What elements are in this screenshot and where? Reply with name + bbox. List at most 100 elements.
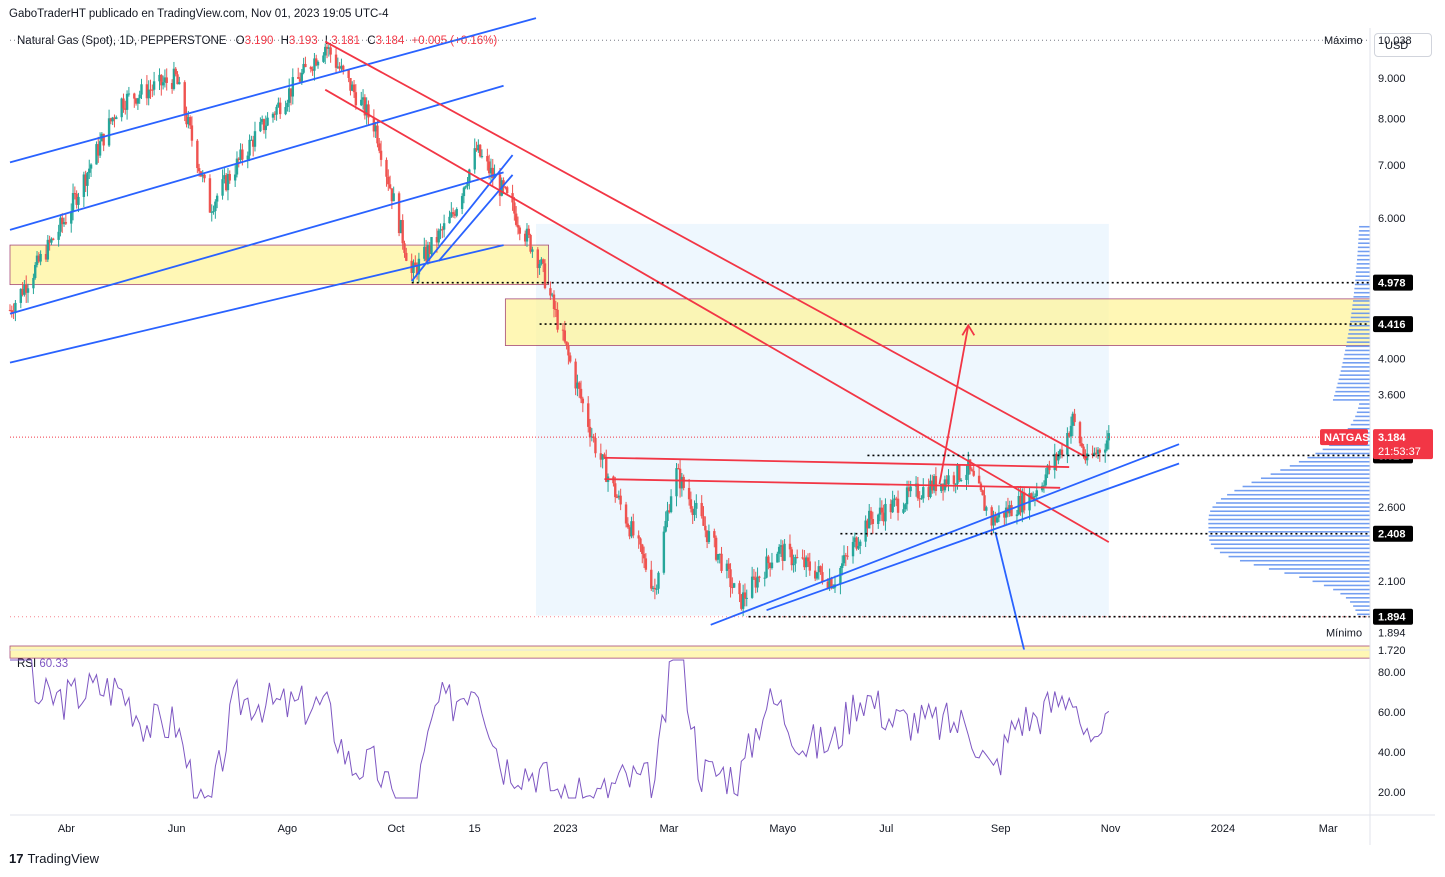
candle-body: [851, 541, 855, 557]
candle-body: [288, 88, 291, 103]
candle-body: [707, 531, 711, 543]
candle-body: [815, 572, 819, 579]
candle-body: [460, 196, 464, 209]
volume-profile-bar: [1342, 362, 1370, 364]
candle-body: [277, 102, 280, 107]
volume-profile-bar: [1289, 465, 1370, 467]
candle-body: [741, 592, 745, 609]
candle-body: [248, 139, 251, 156]
candle-body: [981, 490, 984, 496]
price-tick-label: 4.000: [1378, 353, 1406, 365]
price-tick-label: 8.000: [1378, 114, 1406, 126]
currency-button[interactable]: USD: [1374, 33, 1432, 57]
candle-body: [250, 139, 253, 141]
candle-body: [738, 583, 741, 595]
volume-profile-bar: [1344, 432, 1370, 434]
candle-body: [500, 180, 503, 196]
volume-profile-bar: [1346, 341, 1370, 343]
candle-body: [313, 58, 316, 71]
rsi-tick-label: 20.00: [1378, 787, 1406, 799]
candle-body: [1031, 496, 1035, 500]
candle-body: [489, 167, 493, 174]
candle-body: [794, 557, 797, 564]
candle-body: [340, 65, 343, 69]
candle-body: [316, 61, 320, 66]
candle-body: [57, 231, 60, 240]
candle-body: [819, 566, 822, 573]
candle-body: [223, 175, 226, 180]
candle-body: [682, 476, 685, 488]
candle-body: [35, 255, 39, 265]
candle-body: [450, 212, 453, 217]
min-value: 1.894: [1378, 628, 1406, 640]
candle-body: [644, 558, 648, 570]
volume-profile-bar: [1336, 386, 1370, 389]
candle-body: [1107, 433, 1111, 441]
candle-body: [505, 187, 509, 194]
volume-profile-bar: [1242, 485, 1370, 488]
candle-body: [262, 119, 266, 131]
max-label: Máximo: [1324, 35, 1363, 47]
candle-body: [714, 537, 718, 560]
candle-body: [725, 563, 729, 571]
candle-body: [615, 497, 619, 499]
candle-body: [958, 464, 961, 481]
candle-body: [1091, 453, 1094, 456]
open-label: O: [235, 35, 245, 47]
candle-body: [1071, 413, 1074, 426]
candle-body: [806, 557, 810, 562]
candle-body: [284, 107, 287, 115]
candle-body: [641, 544, 644, 554]
candle-body: [871, 519, 875, 525]
supply-demand-zone: [9, 244, 549, 286]
candle-body: [1048, 465, 1051, 471]
candle-body: [286, 102, 289, 108]
candle-body: [653, 587, 657, 590]
symbol-legend: Natural Gas (Spot), 1D, PEPPERSTONE O3.1…: [17, 35, 497, 47]
candle-body: [354, 92, 358, 106]
candle-body: [322, 55, 325, 62]
candle-body: [120, 98, 123, 118]
candle-body: [228, 174, 231, 181]
candle-body: [767, 556, 770, 564]
candle-body: [922, 487, 925, 499]
candle-body: [367, 104, 370, 118]
candle-body: [1082, 446, 1085, 456]
candle-body: [857, 546, 860, 549]
candle-body: [48, 239, 51, 243]
candle-body: [133, 93, 136, 99]
time-tick-label: Oct: [387, 823, 404, 835]
time-tick-label: 2024: [1211, 823, 1235, 835]
candle-body: [498, 174, 502, 196]
channel-support-line: [9, 171, 504, 315]
volume-profile-bar: [1340, 370, 1370, 372]
candle-body: [619, 495, 622, 505]
candle-body: [732, 583, 736, 588]
candle-body: [677, 468, 680, 470]
candle-body: [920, 498, 923, 500]
level-tag: [1373, 447, 1413, 464]
candle-body: [185, 114, 188, 125]
candle-body: [14, 302, 17, 313]
candle-body: [493, 174, 496, 179]
level-tag-label: 1.894: [1378, 612, 1406, 624]
neckline-1: [604, 456, 1070, 468]
candle-body: [940, 483, 943, 492]
volume-profile-bar: [1334, 395, 1370, 397]
candle-body: [1055, 453, 1058, 461]
volume-profile-bar: [1357, 250, 1370, 253]
candle-body: [781, 545, 784, 561]
volume-profile-bar: [1335, 390, 1370, 393]
volume-profile-bar: [1347, 337, 1370, 339]
candle-body: [918, 498, 921, 500]
candle-body: [1017, 496, 1020, 515]
candle-body: [311, 69, 314, 71]
downside-projection: [994, 531, 1026, 651]
candle-body: [968, 459, 972, 470]
candle-body: [89, 164, 93, 169]
candle-body: [21, 288, 24, 295]
candle-body: [720, 553, 723, 571]
candle-body: [904, 504, 907, 510]
time-tick-label: 2023: [553, 823, 577, 835]
